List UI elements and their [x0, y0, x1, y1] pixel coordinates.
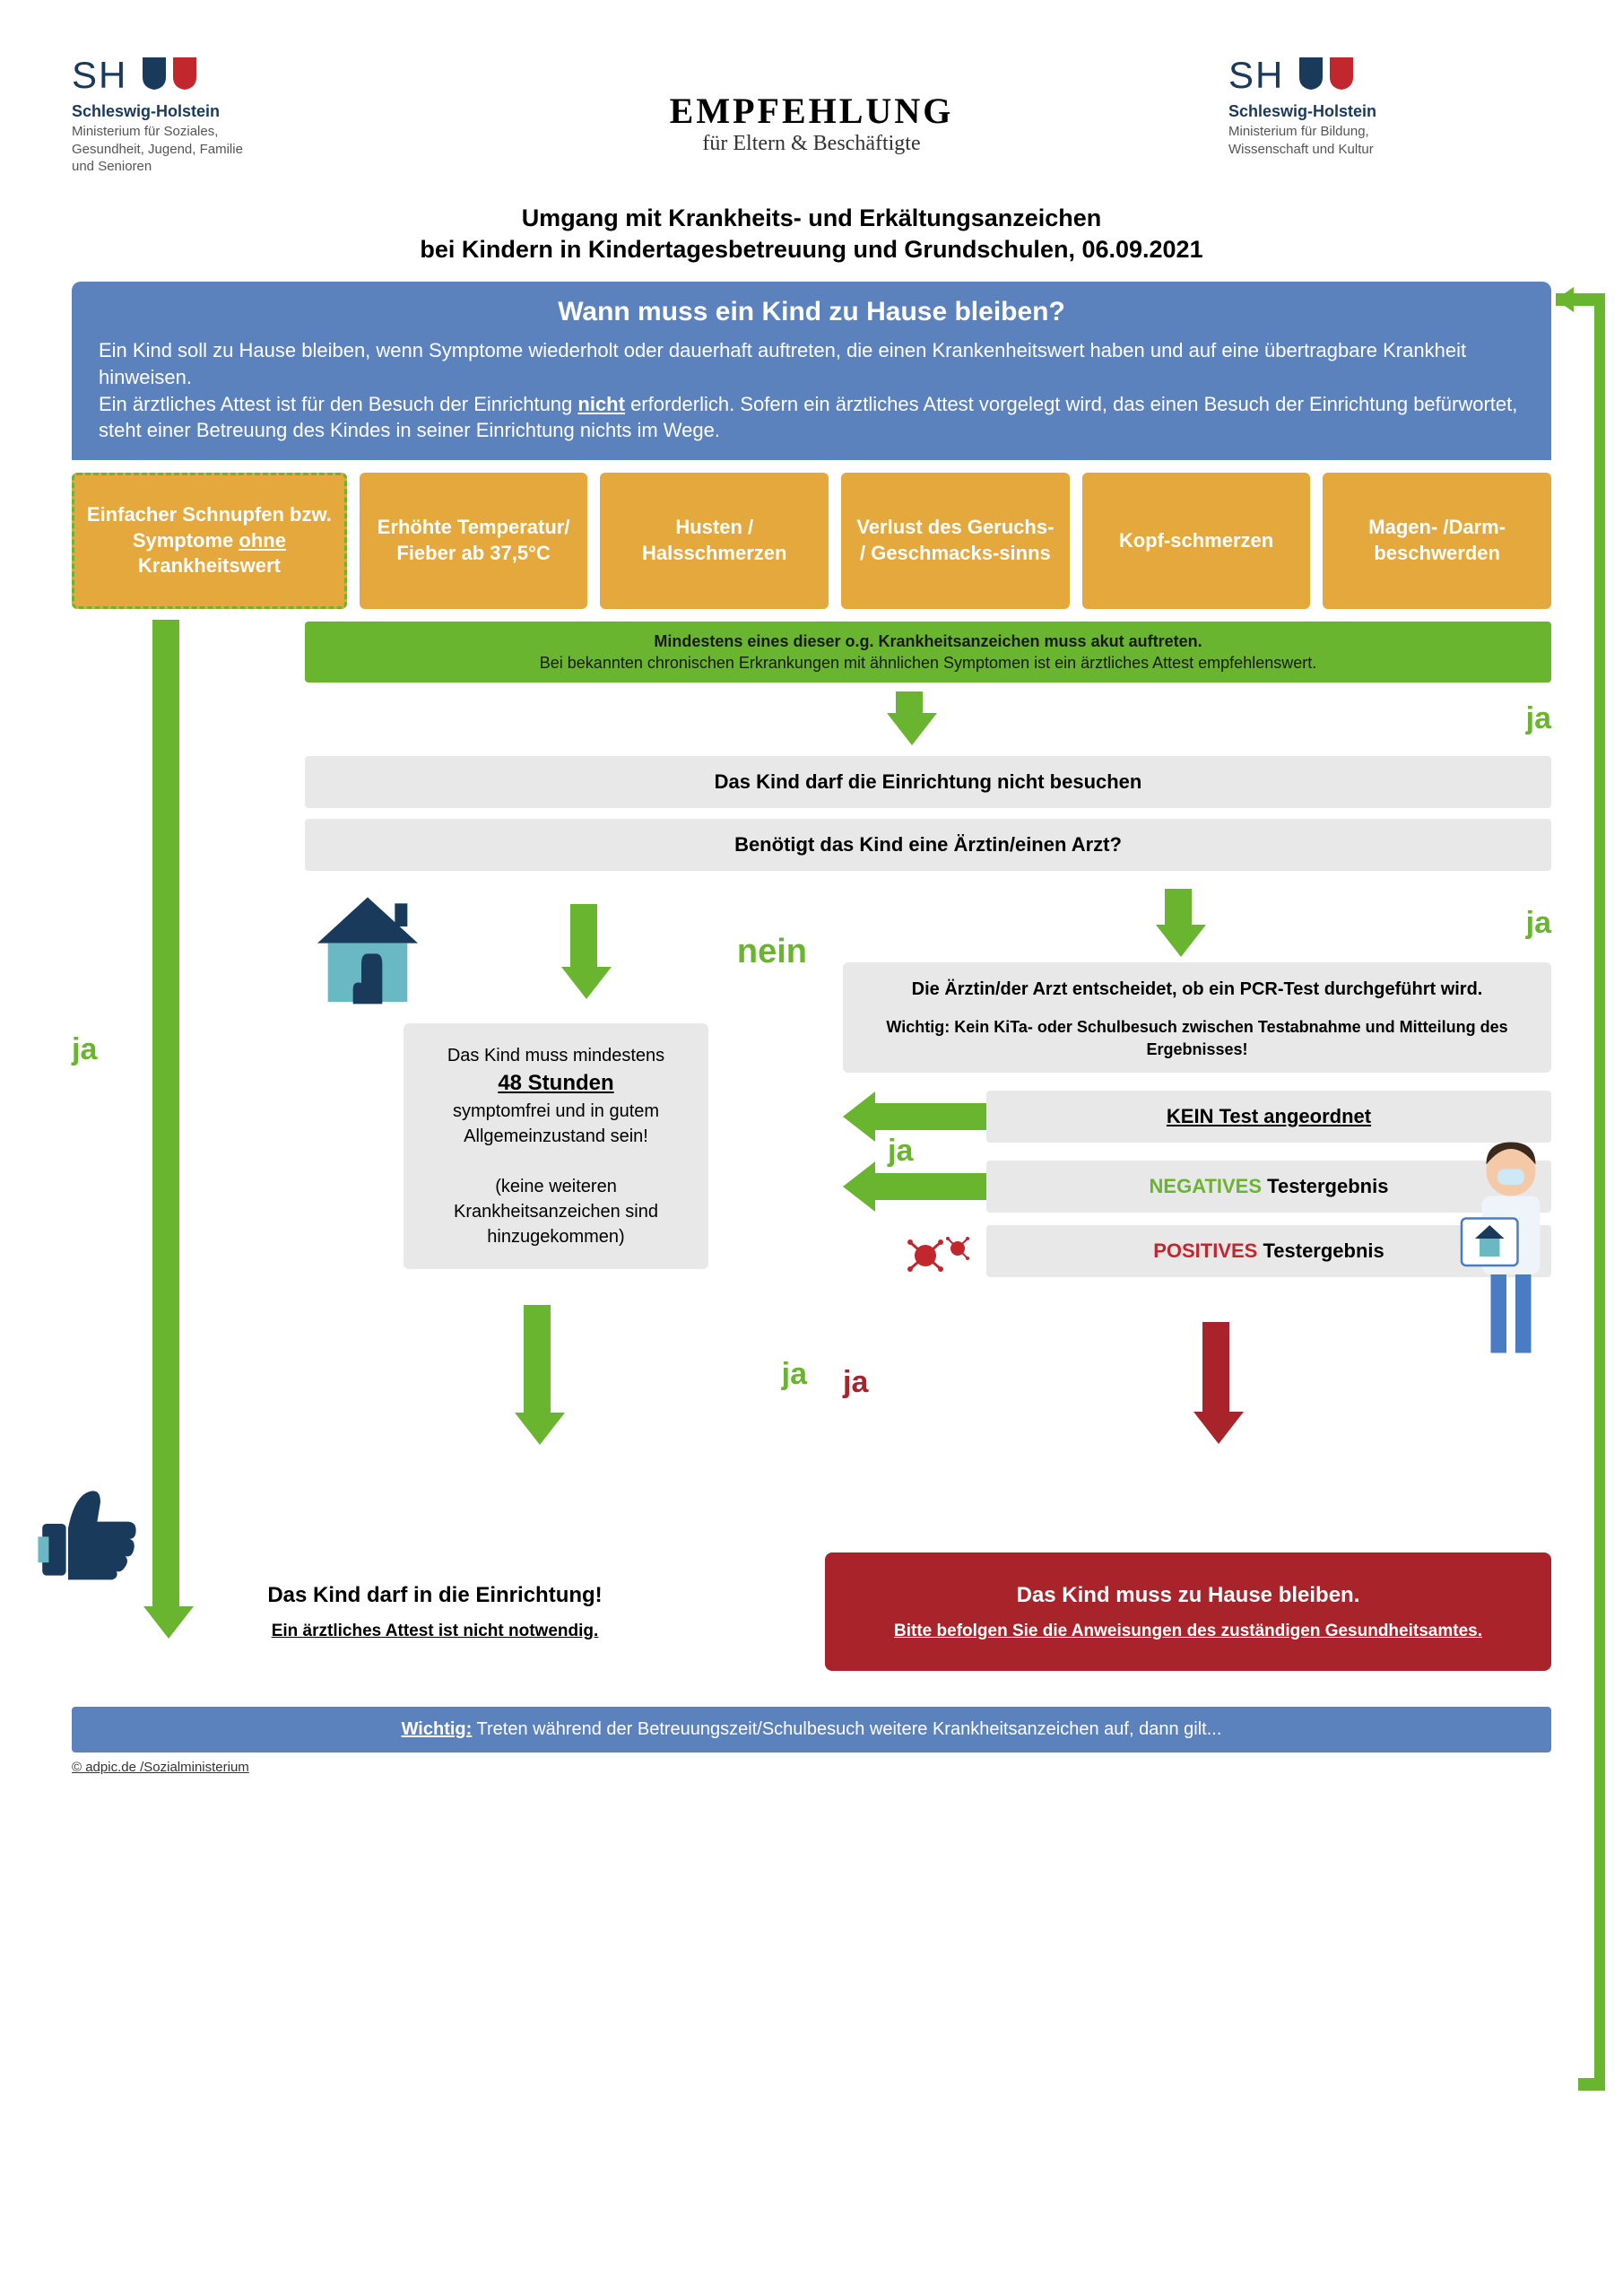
neg-word: NEGATIVES	[1150, 1175, 1263, 1197]
green-note: Mindestens eines dieser o.g. Krankheitsa…	[305, 622, 1551, 683]
doctor-important: Wichtig: Kein KiTa- oder Schulbesuch zwi…	[843, 1016, 1551, 1073]
arrow-left-notest-icon	[843, 1097, 986, 1136]
logo-sh-text: SH	[72, 54, 127, 97]
ja-label-pos: ja	[843, 1365, 868, 1400]
result-ok-sub: Ein ärztliches Attest ist nicht notwendi…	[99, 1619, 771, 1645]
symptom-box-0: Einfacher Schnupfen bzw. Symptome ohne K…	[72, 473, 347, 609]
blue-banner: Wann muss ein Kind zu Hause bleiben? Ein…	[72, 282, 1551, 460]
ja-label-right: ja	[1526, 906, 1551, 941]
symptom-box-2: Husten / Halsschmerzen	[600, 473, 829, 609]
wait48-pre: Das Kind muss mindestens	[447, 1046, 664, 1065]
nein-label: nein	[737, 933, 807, 971]
symptom-box-4: Kopf-schmerzen	[1082, 473, 1311, 609]
mid-zone: ja nein	[72, 889, 1551, 1445]
ja-label-left: ja	[72, 1032, 97, 1067]
blue-banner-title: Wann muss ein Kind zu Hause bleiben?	[99, 294, 1524, 331]
pos-suffix: Testergebnis	[1257, 1239, 1384, 1262]
title-main: EMPFEHLUNG	[395, 90, 1228, 132]
wait48-box: Das Kind muss mindestens 48 Stunden symp…	[404, 1023, 708, 1269]
nurse-icon	[1444, 1140, 1578, 1387]
ja-label-1: ja	[1526, 701, 1551, 736]
result-stay: Das Kind muss zu Hause bleiben. Bitte be…	[825, 1552, 1551, 1672]
arrow-left-neg-icon	[843, 1167, 986, 1206]
title-block: EMPFEHLUNG für Eltern & Beschäftigte	[395, 90, 1228, 156]
arrow-down-icon	[887, 691, 932, 745]
neg-suffix: Testergebnis	[1262, 1175, 1388, 1197]
symptoms-row: Einfacher Schnupfen bzw. Symptome ohne K…	[72, 473, 1551, 609]
logo-state: Schleswig-Holstein	[72, 102, 395, 121]
left-column: ja	[72, 889, 269, 1445]
ja-label-mid: ja	[782, 1357, 807, 1392]
wait48-paren: (keine weiteren Krankheitsanzeichen sind…	[454, 1177, 658, 1247]
footer-label: Wichtig:	[402, 1719, 473, 1739]
wait48-bold: 48 Stunden	[498, 1071, 613, 1095]
mid-column: nein Das Kind muss mindestens 48 Stunden…	[305, 889, 807, 1445]
result-row: Das Kind darf in die Einrichtung! Ein är…	[72, 1552, 1551, 1672]
result-stay-sub: Bitte befolgen Sie die Anweisungen des z…	[852, 1619, 1524, 1645]
logo-right-ministry: Ministerium für Bildung, Wissenschaft un…	[1228, 123, 1551, 158]
result-stay-title: Das Kind muss zu Hause bleiben.	[1017, 1583, 1360, 1607]
logo-left: SH Schleswig-Holstein Ministerium für So…	[72, 54, 395, 176]
green-note-line2: Bei bekannten chronischen Erkrankungen m…	[323, 652, 1533, 674]
symptom-box-5: Magen- /Darm-beschwerden	[1323, 473, 1551, 609]
green-note-line1: Mindestens eines dieser o.g. Krankheitsa…	[323, 631, 1533, 652]
symptom-box-3: Verlust des Geruchs- / Geschmacks-sinns	[841, 473, 1070, 609]
wait48-post: symptomfrei und in gutem Allgemeinzustan…	[453, 1101, 659, 1146]
sub-heading: Umgang mit Krankheits- und Erkältungsanz…	[72, 203, 1551, 265]
pos-word: POSITIVES	[1153, 1239, 1257, 1262]
ja-between-arrows: ja	[888, 1134, 913, 1169]
left-long-arrow-icon	[143, 620, 188, 1639]
arrow-down-mid-icon	[515, 1305, 560, 1445]
thumbs-up-icon	[36, 1481, 143, 1588]
arrow-ja-right-icon	[1156, 889, 1201, 957]
house-hand-icon	[305, 889, 430, 1014]
arrow-nein-icon	[561, 904, 606, 999]
bar-needs-doctor: Benötigt das Kind eine Ärztin/einen Arzt…	[305, 819, 1551, 871]
logo-right: SH Schleswig-Holstein Ministerium für Bi…	[1228, 54, 1551, 158]
doctor-decides: Die Ärztin/der Arzt entscheidet, ob ein …	[843, 962, 1551, 1016]
virus-icon	[906, 1231, 986, 1281]
copyright: © adpic.de /Sozialministerium	[72, 1760, 1551, 1775]
no-test-text: KEIN Test angeordnet	[1167, 1105, 1371, 1127]
right-column: ja Die Ärztin/der Arzt entscheidet, ob e…	[843, 889, 1551, 1445]
coat-of-arms-icon-right	[1296, 56, 1358, 96]
bar-no-visit: Das Kind darf die Einrichtung nicht besu…	[305, 756, 1551, 808]
result-ok-title: Das Kind darf in die Einrichtung!	[267, 1583, 602, 1607]
coat-of-arms-icon	[139, 56, 202, 96]
title-sub: für Eltern & Beschäftigte	[395, 132, 1228, 156]
symptom-box-1: Erhöhte Temperatur/ Fieber ab 37,5°C	[360, 473, 588, 609]
arrow-down-red-icon	[1193, 1322, 1238, 1444]
no-test-row: KEIN Test angeordnet	[986, 1091, 1551, 1143]
flowchart: Wann muss ein Kind zu Hause bleiben? Ein…	[72, 282, 1551, 1753]
blue-banner-body: Ein Kind soll zu Hause bleiben, wenn Sym…	[99, 337, 1524, 444]
footer-text: Treten während der Betreuungszeit/Schulb…	[472, 1719, 1221, 1739]
header-row: SH Schleswig-Holstein Ministerium für So…	[72, 54, 1551, 176]
footer-bar: Wichtig: Treten während der Betreuungsze…	[72, 1707, 1551, 1752]
logo-left-ministry: Ministerium für Soziales, Gesundheit, Ju…	[72, 123, 395, 176]
logo-state-right: Schleswig-Holstein	[1228, 102, 1551, 121]
doctor-box: Die Ärztin/der Arzt entscheidet, ob ein …	[843, 962, 1551, 1073]
logo-sh-text-right: SH	[1228, 54, 1284, 97]
